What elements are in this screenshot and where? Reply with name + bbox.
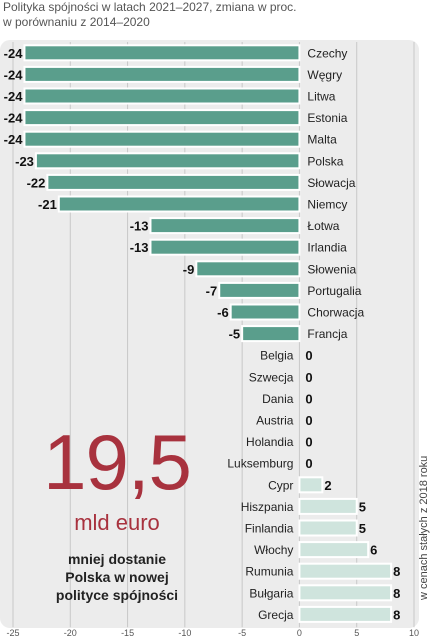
category-label: Luksemburg	[227, 457, 293, 471]
category-label: Czechy	[307, 46, 347, 60]
category-label: Belgia	[260, 349, 294, 363]
bar	[23, 109, 301, 127]
x-tick-label: 10	[409, 628, 419, 638]
highlight-unit: mld euro	[74, 510, 160, 535]
bar	[46, 173, 301, 191]
x-tick-label: -25	[6, 628, 19, 638]
category-label: Chorwacja	[307, 306, 364, 320]
category-label: Irlandia	[307, 241, 347, 255]
bar	[298, 562, 393, 580]
category-label: Austria	[256, 414, 294, 428]
data-label: -5	[229, 327, 241, 342]
data-label: -24	[4, 67, 24, 82]
chart-title: Polityka spójności w latach 2021–2027, z…	[3, 0, 297, 14]
data-label: -24	[4, 46, 24, 61]
data-label: 0	[305, 435, 312, 450]
category-label: Polska	[307, 154, 343, 168]
category-label: Bułgaria	[249, 586, 293, 600]
bar	[298, 519, 358, 537]
bar	[23, 44, 301, 62]
category-label: Słowacja	[307, 176, 355, 190]
bar	[195, 260, 301, 278]
bar	[23, 65, 301, 83]
x-tick-label: 0	[297, 628, 302, 638]
bar	[298, 584, 393, 602]
data-label: -9	[183, 262, 195, 277]
data-label: 0	[305, 391, 312, 406]
x-tick-label: -5	[238, 628, 246, 638]
data-label: -13	[130, 219, 149, 234]
data-label: -24	[4, 89, 24, 104]
category-label: Słowenia	[307, 262, 356, 276]
data-label: 8	[393, 564, 400, 579]
data-label: -21	[38, 197, 57, 212]
bar	[298, 605, 393, 623]
category-label: Cypr	[268, 478, 293, 492]
bar	[218, 281, 301, 299]
data-label: 0	[305, 348, 312, 363]
data-label: 5	[359, 499, 366, 514]
data-label: -13	[130, 240, 149, 255]
bar	[149, 217, 301, 235]
category-label: Węgry	[307, 68, 342, 82]
category-label: Szwecja	[249, 370, 294, 384]
data-label: 5	[359, 521, 366, 536]
data-label: 0	[305, 413, 312, 428]
highlight-caption-line-2: Polska w nowej	[65, 569, 169, 585]
category-label: Malta	[307, 133, 337, 147]
category-label: Litwa	[307, 90, 335, 104]
category-label: Estonia	[307, 111, 347, 125]
data-label: 0	[305, 370, 312, 385]
bar	[229, 303, 301, 321]
category-label: Włochy	[254, 543, 293, 557]
category-label: Portugalia	[307, 284, 361, 298]
category-label: Dania	[262, 392, 294, 406]
chart-subtitle: w porównaniu z 2014–2020	[3, 15, 150, 29]
data-label: -24	[4, 111, 24, 126]
category-label: Finlandia	[245, 522, 294, 536]
data-label: 8	[393, 586, 400, 601]
bar	[34, 152, 301, 170]
data-label: 0	[305, 456, 312, 471]
highlight-caption-line-1: mniej dostanie	[67, 551, 167, 567]
data-label: -23	[15, 154, 34, 169]
highlight-caption: mniej dostanie Polska w nowej polityce s…	[22, 550, 212, 604]
highlight-caption-line-3: polityce spójności	[55, 587, 179, 603]
category-label: Niemcy	[307, 198, 347, 212]
side-note: w cenach stałych z 2018 roku	[418, 455, 430, 600]
bar	[298, 541, 370, 559]
x-tick-label: -20	[64, 628, 77, 638]
bar	[57, 195, 301, 213]
bar	[149, 238, 301, 256]
category-label: Holandia	[246, 435, 294, 449]
bar	[241, 325, 301, 343]
x-tick-label: -10	[178, 628, 191, 638]
highlight-number: 19,5	[43, 418, 192, 506]
data-label: 2	[324, 478, 331, 493]
category-label: Rumunia	[245, 565, 293, 579]
category-label: Łotwa	[307, 219, 339, 233]
category-label: Grecja	[258, 608, 294, 622]
data-label: 6	[370, 543, 377, 558]
data-label: -22	[27, 175, 46, 190]
bar	[23, 87, 301, 105]
chart-header: Polityka spójności w latach 2021–2027, z…	[3, 0, 383, 30]
category-label: Hiszpania	[241, 500, 294, 514]
bar	[23, 130, 301, 148]
data-label: -7	[206, 283, 218, 298]
data-label: -24	[4, 132, 24, 147]
x-tick-label: -15	[121, 628, 134, 638]
category-label: Francja	[307, 327, 347, 341]
data-label: -6	[217, 305, 229, 320]
data-label: 8	[393, 607, 400, 622]
x-tick-label: 5	[354, 628, 359, 638]
bar	[298, 497, 358, 515]
bar	[298, 476, 324, 494]
